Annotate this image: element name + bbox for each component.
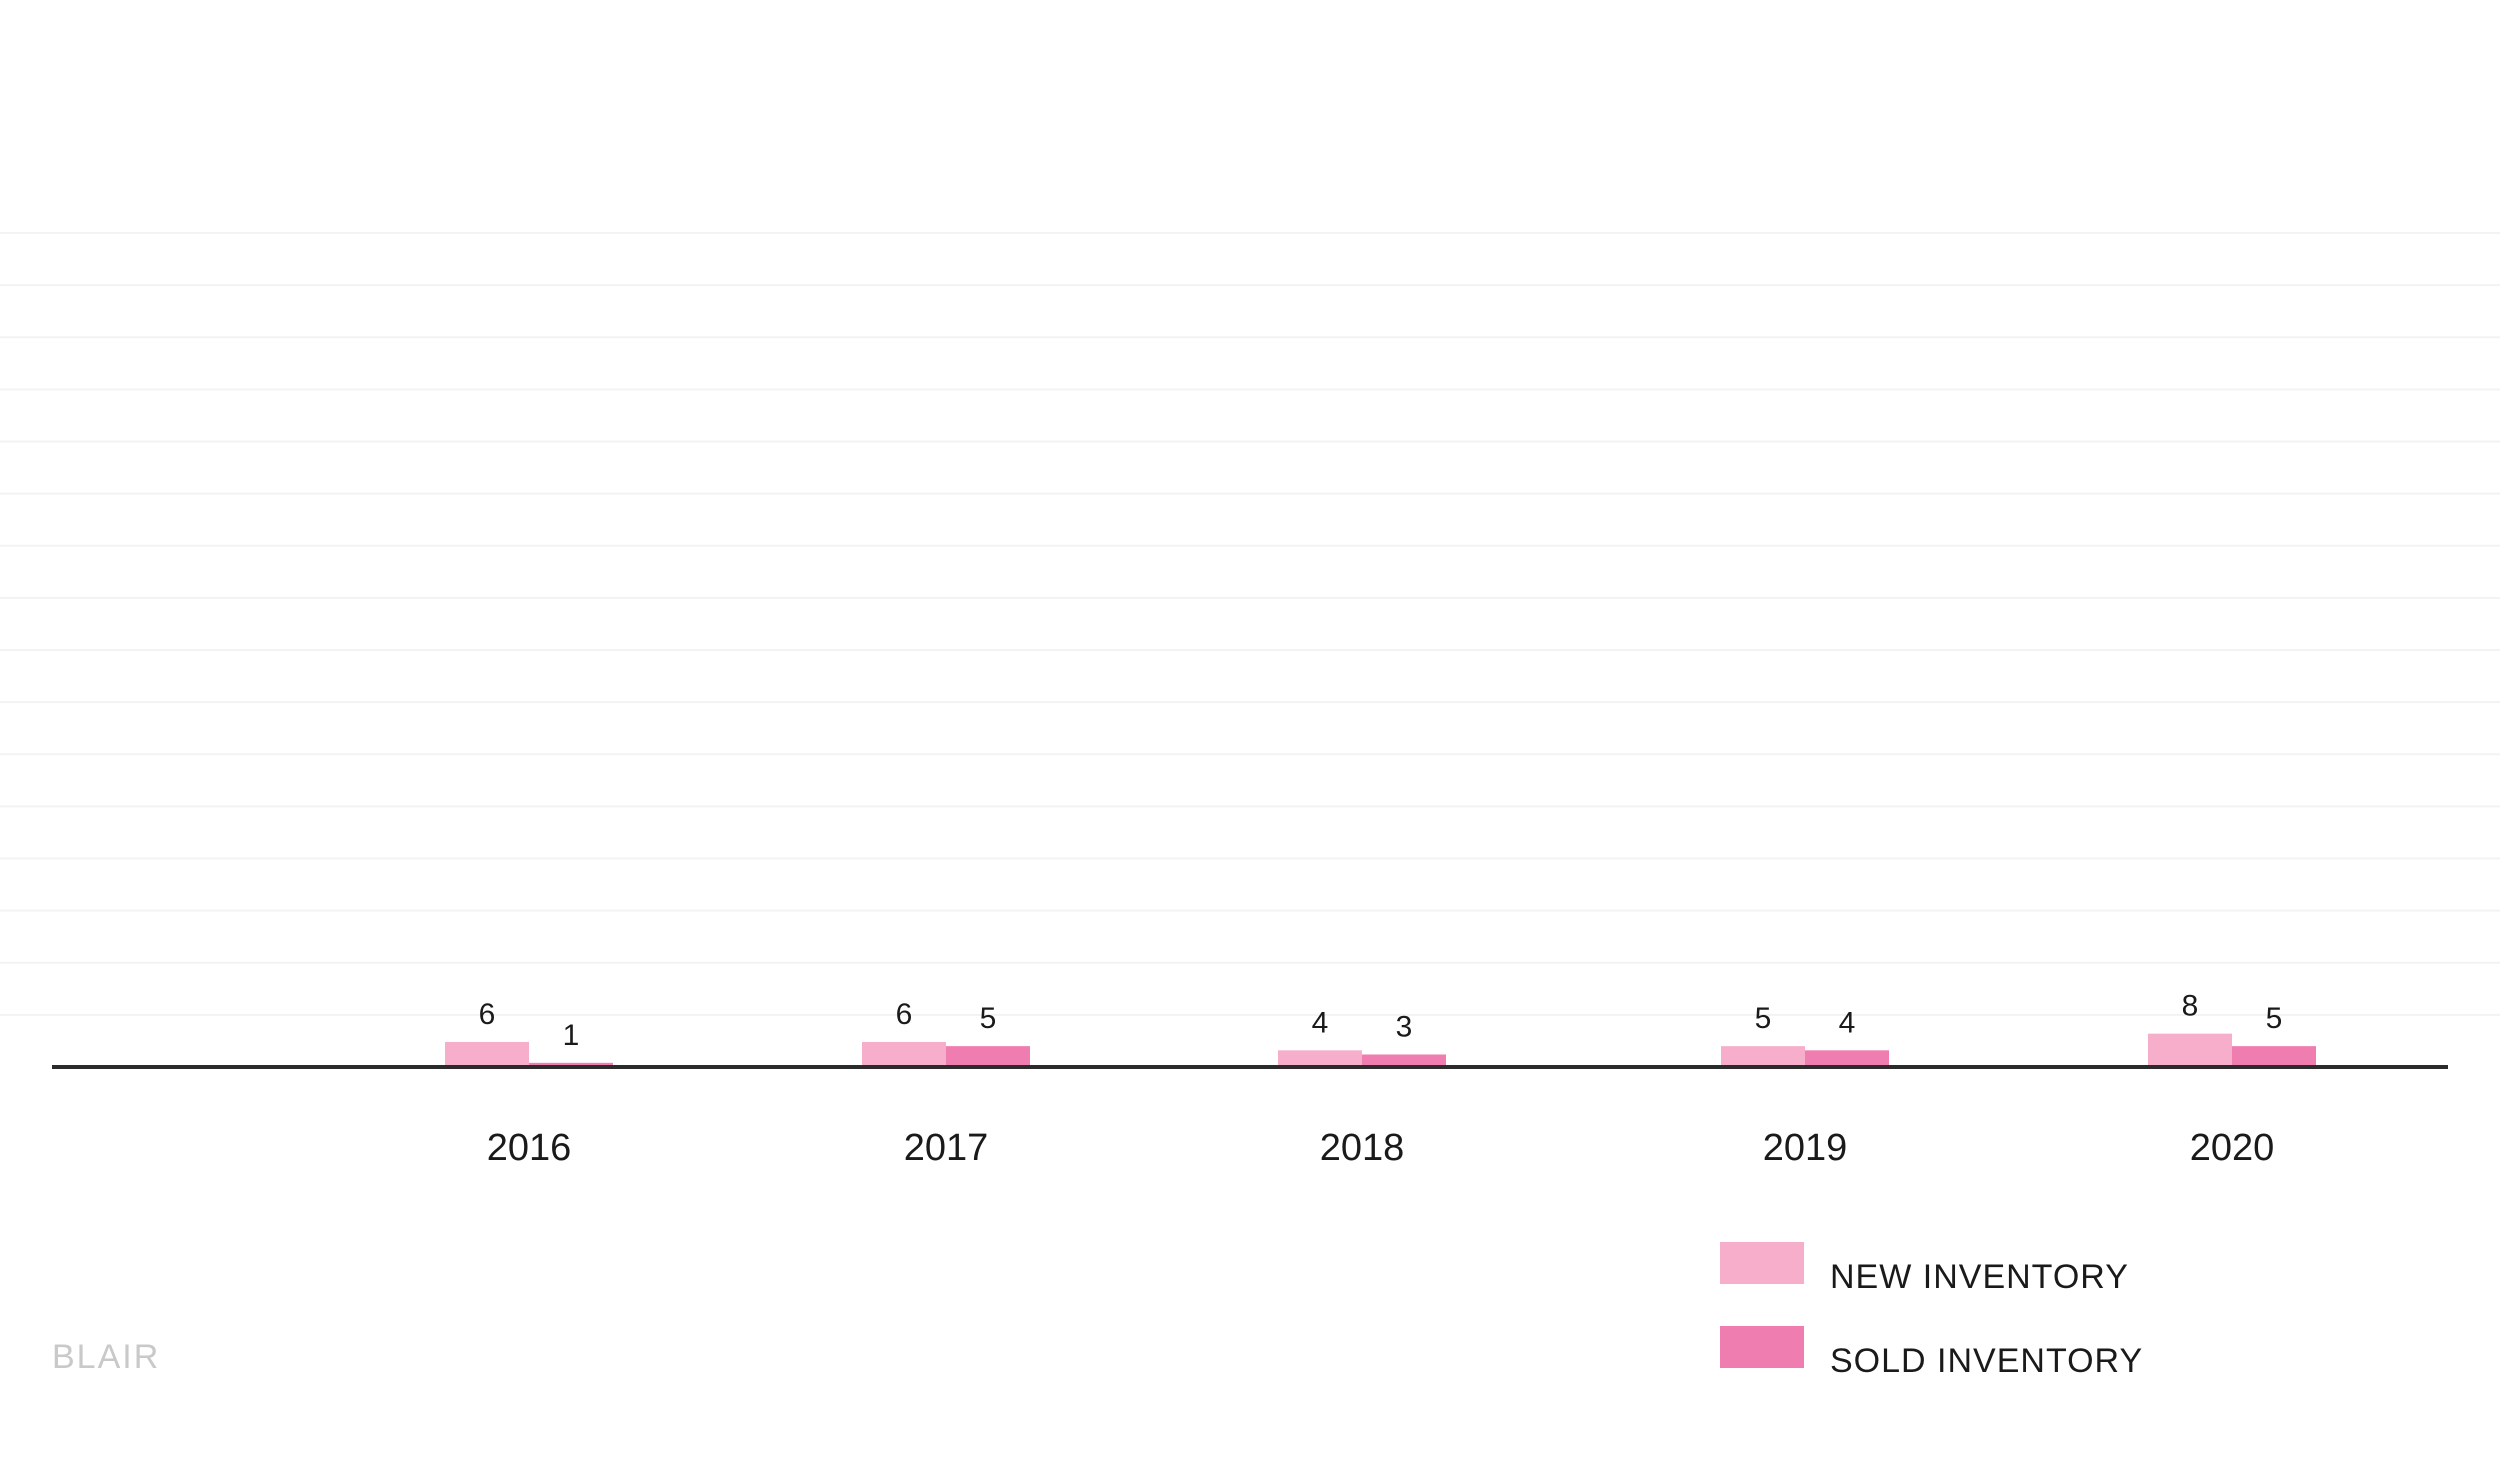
x-axis-tick-labels: 2016 2017 2018 2019 2020 [487,1127,2275,1169]
legend-item-sold-inventory: SOLD INVENTORY [1720,1326,2143,1380]
bar-value-label-sold-2017: 5 [980,1002,997,1035]
bar-sold-2016 [529,1062,613,1067]
legend-label-sold-inventory: SOLD INVENTORY [1830,1341,2144,1380]
bars [445,1033,2316,1067]
legend-item-new-inventory: NEW INVENTORY [1720,1242,2143,1296]
bar-value-label-sold-2018: 3 [1396,1010,1413,1043]
legend-swatch-sold-inventory [1720,1326,1804,1368]
bar-value-label-sold-2019: 4 [1839,1006,1856,1039]
gridlines [0,232,2500,1016]
bar-new-2017 [862,1041,946,1067]
bar-sold-2019 [1805,1050,1889,1067]
legend-label-new-inventory: NEW INVENTORY [1830,1257,2129,1296]
bar-value-label-new-2020: 8 [2182,990,2199,1023]
bar-new-2018 [1278,1050,1362,1067]
brand-watermark: BLAIR [52,1338,161,1376]
x-tick-label-2017: 2017 [904,1127,989,1169]
bar-value-label-new-2017: 6 [896,998,913,1031]
bar-sold-2020 [2232,1046,2316,1067]
bar-value-label-sold-2016: 1 [563,1019,580,1052]
bar-value-label-new-2018: 4 [1312,1006,1329,1039]
legend-swatch-new-inventory [1720,1242,1804,1284]
bar-new-2019 [1721,1046,1805,1067]
bar-new-2016 [445,1041,529,1067]
x-tick-label-2018: 2018 [1320,1127,1405,1169]
x-tick-label-2020: 2020 [2190,1127,2275,1169]
bar-sold-2017 [946,1046,1030,1067]
bar-value-label-new-2016: 6 [479,998,496,1031]
bar-new-2020 [2148,1033,2232,1067]
bar-value-label-new-2019: 5 [1755,1002,1772,1035]
bar-value-labels: 6 1 6 5 4 3 5 4 8 5 [479,990,2283,1052]
legend: NEW INVENTORY SOLD INVENTORY [1720,1242,2143,1410]
x-tick-label-2019: 2019 [1763,1127,1848,1169]
bar-sold-2018 [1362,1054,1446,1067]
x-tick-label-2016: 2016 [487,1127,572,1169]
bar-value-label-sold-2020: 5 [2266,1002,2283,1035]
